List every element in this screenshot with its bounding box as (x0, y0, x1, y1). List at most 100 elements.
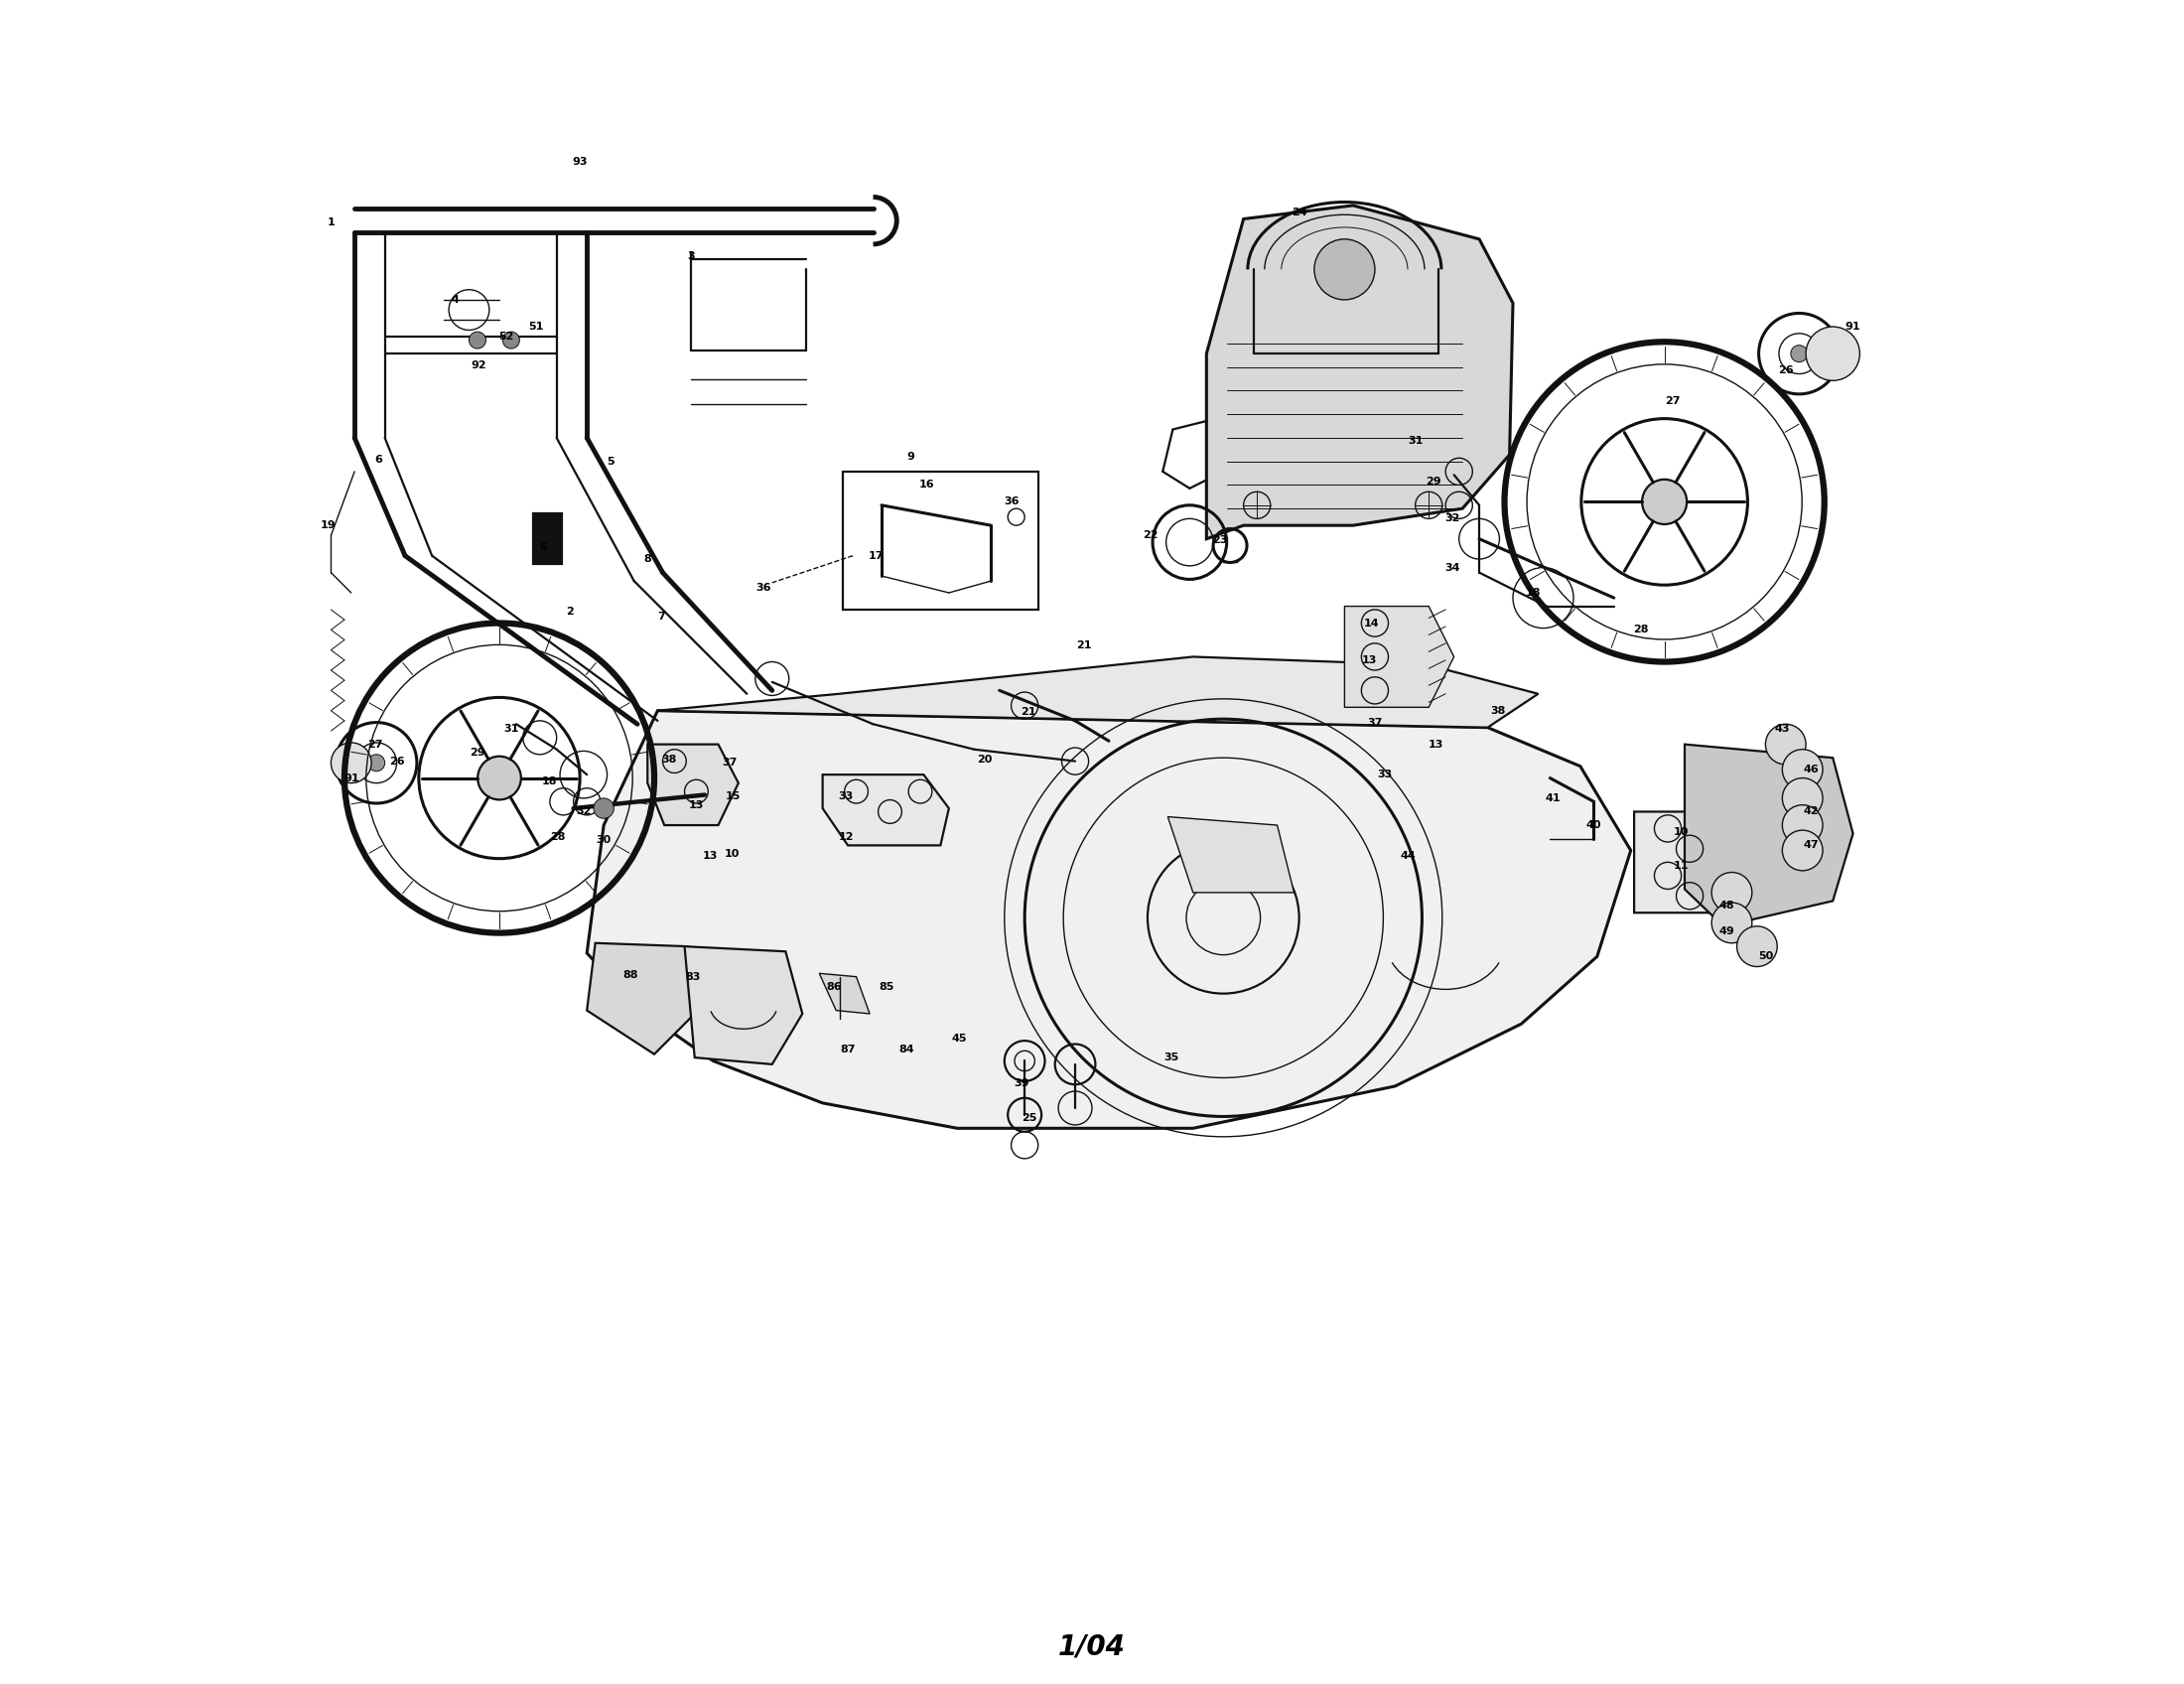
Text: 19: 19 (319, 520, 336, 530)
Text: 91: 91 (1845, 322, 1861, 332)
Circle shape (594, 798, 614, 818)
Text: 35: 35 (1164, 1052, 1179, 1063)
Text: 6: 6 (373, 455, 382, 465)
Text: 87: 87 (841, 1044, 856, 1054)
Polygon shape (533, 514, 561, 564)
Text: 21: 21 (1077, 640, 1092, 650)
Text: 12: 12 (839, 832, 854, 842)
Circle shape (470, 332, 485, 349)
Text: 38: 38 (1489, 706, 1505, 716)
Text: 11: 11 (1673, 861, 1688, 871)
Circle shape (1315, 239, 1376, 300)
Text: 31: 31 (1409, 436, 1424, 446)
Text: 13: 13 (1428, 739, 1444, 749)
Text: 9: 9 (906, 451, 915, 461)
Circle shape (478, 756, 522, 800)
Text: 84: 84 (900, 1044, 915, 1054)
Circle shape (1806, 327, 1861, 381)
Text: 21: 21 (1020, 707, 1035, 717)
Circle shape (1782, 830, 1824, 871)
Text: 26: 26 (1778, 365, 1793, 376)
Text: 10: 10 (725, 849, 740, 859)
Text: 41: 41 (1546, 793, 1562, 803)
Text: 5: 5 (607, 456, 614, 466)
Polygon shape (587, 711, 1631, 1128)
Polygon shape (1634, 812, 1732, 913)
Text: 1: 1 (328, 217, 334, 227)
Text: 18: 18 (542, 776, 557, 786)
Text: 83: 83 (686, 972, 701, 982)
Text: 52: 52 (498, 332, 513, 342)
Circle shape (1765, 724, 1806, 765)
Text: 93: 93 (572, 157, 587, 167)
Text: 16: 16 (919, 480, 935, 490)
Text: 31: 31 (505, 724, 520, 734)
Polygon shape (823, 775, 948, 845)
Text: 86: 86 (826, 982, 843, 992)
Text: 39: 39 (1013, 1078, 1029, 1088)
Text: 3: 3 (688, 251, 695, 261)
Text: 48: 48 (1719, 901, 1734, 911)
Text: 92: 92 (472, 360, 487, 370)
Text: 7: 7 (657, 611, 664, 621)
Polygon shape (587, 943, 701, 1054)
Text: 46: 46 (1804, 765, 1819, 775)
Bar (843, 472, 1037, 610)
Circle shape (1712, 872, 1752, 913)
Text: 50: 50 (1758, 951, 1773, 962)
Text: 47: 47 (1804, 840, 1819, 850)
Text: 1/04: 1/04 (1059, 1633, 1125, 1660)
Text: 30: 30 (596, 835, 612, 845)
Text: 17: 17 (869, 551, 885, 561)
Text: 45: 45 (952, 1034, 968, 1044)
Text: 20: 20 (976, 754, 992, 765)
Text: 26: 26 (389, 756, 404, 766)
Text: 15: 15 (725, 791, 740, 802)
Text: 38: 38 (662, 754, 677, 765)
Polygon shape (819, 973, 869, 1014)
Text: 8: 8 (644, 554, 651, 564)
Text: 42: 42 (1804, 807, 1819, 817)
Text: 25: 25 (1022, 1113, 1037, 1123)
Text: 13: 13 (688, 800, 703, 810)
Text: 27: 27 (367, 739, 382, 749)
Text: 40: 40 (1586, 820, 1601, 830)
Text: 24: 24 (1291, 207, 1306, 217)
Text: 51: 51 (529, 322, 544, 332)
Text: 32: 32 (1444, 514, 1459, 524)
Circle shape (1782, 778, 1824, 818)
Text: 88: 88 (622, 970, 638, 980)
Text: 91: 91 (343, 773, 358, 783)
Circle shape (1712, 903, 1752, 943)
Text: 29: 29 (1426, 477, 1441, 487)
Polygon shape (1684, 744, 1852, 926)
Text: 13: 13 (703, 850, 716, 861)
Circle shape (1782, 749, 1824, 790)
Text: 32: 32 (577, 807, 592, 817)
Text: 44: 44 (1400, 850, 1417, 861)
Circle shape (1782, 805, 1824, 845)
Circle shape (502, 332, 520, 349)
Polygon shape (684, 946, 802, 1064)
Text: 28: 28 (1634, 625, 1649, 635)
Text: 27: 27 (1664, 396, 1679, 406)
Text: 22: 22 (1142, 530, 1160, 541)
Circle shape (332, 743, 371, 783)
Circle shape (1736, 926, 1778, 967)
Text: 23: 23 (1212, 536, 1227, 546)
Text: 33: 33 (1378, 770, 1393, 780)
Text: 18: 18 (1524, 588, 1542, 598)
Text: 37: 37 (1367, 717, 1382, 727)
Polygon shape (646, 744, 738, 825)
Text: 34: 34 (1444, 562, 1459, 573)
Text: 4: 4 (452, 295, 459, 305)
Text: 13: 13 (1363, 655, 1378, 665)
Text: 37: 37 (723, 758, 738, 768)
Text: 85: 85 (878, 982, 893, 992)
Text: 36: 36 (1002, 497, 1020, 507)
Circle shape (369, 754, 384, 771)
Polygon shape (657, 657, 1538, 727)
Text: 49: 49 (1719, 926, 1734, 936)
Text: 6: 6 (539, 542, 546, 552)
Circle shape (1642, 480, 1686, 524)
